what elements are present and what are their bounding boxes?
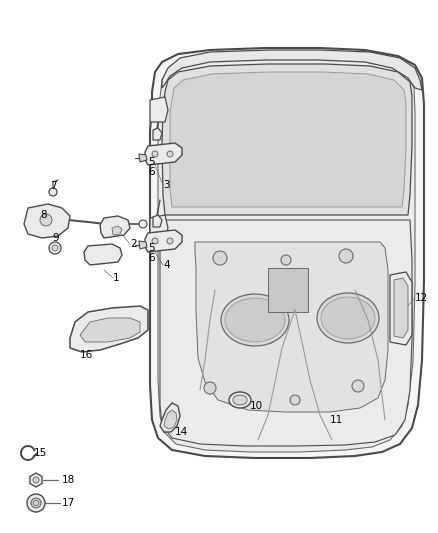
Text: 14: 14 <box>175 427 188 437</box>
Circle shape <box>152 151 158 157</box>
Polygon shape <box>145 143 182 165</box>
Ellipse shape <box>229 392 251 408</box>
Polygon shape <box>160 220 412 446</box>
Polygon shape <box>158 56 415 452</box>
Circle shape <box>204 382 216 394</box>
Ellipse shape <box>321 297 375 339</box>
Polygon shape <box>164 410 177 429</box>
Text: 5: 5 <box>148 157 155 167</box>
Polygon shape <box>150 97 168 122</box>
Circle shape <box>33 500 39 505</box>
Text: 1: 1 <box>113 273 120 283</box>
Polygon shape <box>195 242 388 412</box>
Text: 9: 9 <box>52 233 59 243</box>
Polygon shape <box>268 268 308 312</box>
Circle shape <box>33 477 39 483</box>
Circle shape <box>152 238 158 244</box>
Circle shape <box>52 245 58 251</box>
Circle shape <box>352 380 364 392</box>
Ellipse shape <box>317 293 379 343</box>
Polygon shape <box>145 230 182 252</box>
Polygon shape <box>390 272 412 345</box>
Ellipse shape <box>225 298 285 342</box>
Circle shape <box>339 249 353 263</box>
Polygon shape <box>153 128 162 140</box>
Text: 5: 5 <box>148 243 155 253</box>
Text: 6: 6 <box>148 253 155 263</box>
Ellipse shape <box>233 395 247 405</box>
Polygon shape <box>30 473 42 487</box>
Circle shape <box>213 251 227 265</box>
Polygon shape <box>112 226 122 235</box>
Text: 15: 15 <box>34 448 47 458</box>
Polygon shape <box>162 64 412 215</box>
Text: 4: 4 <box>163 260 170 270</box>
Ellipse shape <box>221 294 289 346</box>
Circle shape <box>281 255 291 265</box>
Polygon shape <box>24 204 70 238</box>
Polygon shape <box>80 318 140 342</box>
Circle shape <box>49 188 57 196</box>
Polygon shape <box>100 216 130 238</box>
Polygon shape <box>170 72 406 207</box>
Text: 17: 17 <box>62 498 75 508</box>
Polygon shape <box>153 215 162 227</box>
Circle shape <box>167 238 173 244</box>
Text: 18: 18 <box>62 475 75 485</box>
Text: 7: 7 <box>50 181 57 191</box>
Polygon shape <box>162 50 422 90</box>
Polygon shape <box>70 306 148 352</box>
Circle shape <box>290 395 300 405</box>
Text: 8: 8 <box>40 210 46 220</box>
Text: 11: 11 <box>330 415 343 425</box>
Text: 3: 3 <box>163 180 170 190</box>
Polygon shape <box>150 215 168 240</box>
Circle shape <box>31 498 41 508</box>
Polygon shape <box>139 241 147 249</box>
Circle shape <box>167 151 173 157</box>
Polygon shape <box>160 403 180 432</box>
Polygon shape <box>84 244 122 265</box>
Text: 12: 12 <box>415 293 428 303</box>
Polygon shape <box>394 278 408 338</box>
Text: 6: 6 <box>148 167 155 177</box>
Circle shape <box>27 494 45 512</box>
Text: 2: 2 <box>130 239 137 249</box>
Text: 16: 16 <box>80 350 93 360</box>
Text: 10: 10 <box>250 401 263 411</box>
Circle shape <box>49 242 61 254</box>
Circle shape <box>139 220 147 228</box>
Polygon shape <box>139 154 147 162</box>
Polygon shape <box>150 48 424 458</box>
Circle shape <box>40 214 52 226</box>
